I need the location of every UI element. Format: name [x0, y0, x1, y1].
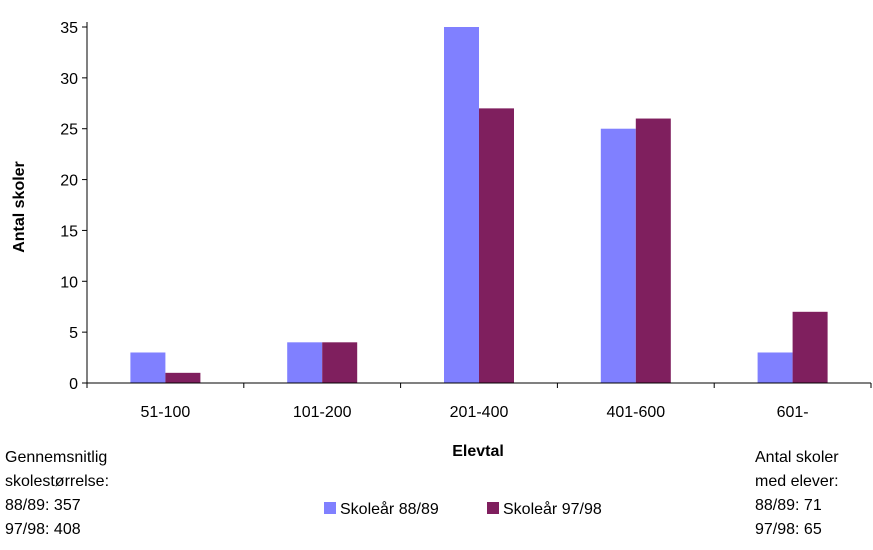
y-tick-label-35: 35	[60, 20, 78, 37]
left-note-line-2: skolestørrelse:	[5, 473, 109, 490]
bar-2-51-100	[165, 372, 201, 383]
left-note-line-4: 97/98: 408	[5, 521, 81, 538]
legend-swatch-series-1	[324, 502, 336, 514]
bar-1-201-400	[444, 27, 479, 383]
left-note-line-3: 88/89: 357	[5, 497, 81, 514]
bar-2-201-400	[479, 108, 514, 383]
bar-1-51-100	[130, 352, 166, 383]
right-note: Antal skoler med elever: 88/89: 71 97/98…	[755, 449, 839, 538]
legend-swatch-series-2	[487, 502, 499, 514]
right-note-line-1: Antal skoler	[755, 449, 839, 466]
bar-1-601-	[757, 352, 793, 383]
bar-2-401-600	[635, 118, 671, 384]
legend-label-series-2: Skoleår 97/98	[503, 500, 602, 518]
legend-label-series-1: Skoleår 88/89	[340, 500, 439, 518]
right-note-line-4: 97/98: 65	[755, 521, 822, 538]
y-tick-label-0: 0	[69, 376, 78, 393]
y-tick-label-25: 25	[60, 122, 78, 139]
y-tick-label-15: 15	[60, 223, 78, 240]
x-tick-label-601-: 601-	[777, 404, 809, 421]
y-tick-label-20: 20	[60, 173, 78, 190]
bar-2-101-200	[322, 342, 358, 383]
y-tick-label-10: 10	[60, 274, 78, 291]
legend: Skoleår 88/89 Skoleår 97/98	[324, 500, 602, 518]
bar-1-401-600	[600, 128, 636, 383]
plot-area: 0 5 10 15 20 25 30 35 51-100 101-200 201-400 401-60…	[60, 20, 872, 421]
x-tick-label-401-600: 401-600	[606, 404, 665, 421]
bar-1-101-200	[287, 342, 323, 383]
x-tick-label-51-100: 51-100	[140, 404, 190, 421]
y-axis-title: Antal skoler	[11, 161, 28, 253]
right-note-line-3: 88/89: 71	[755, 497, 822, 514]
y-tick-label-5: 5	[69, 325, 78, 342]
x-axis-title: Elevtal	[452, 443, 504, 460]
left-note-line-1: Gennemsnitlig	[5, 449, 107, 466]
x-tick-label-101-200: 101-200	[293, 404, 352, 421]
left-note: Gennemsnitlig skolestørrelse: 88/89: 357…	[5, 449, 109, 538]
right-note-line-2: med elever:	[755, 473, 839, 490]
y-tick-label-30: 30	[60, 71, 78, 88]
bar-2-601-	[792, 311, 828, 383]
x-tick-label-201-400: 201-400	[450, 404, 509, 421]
